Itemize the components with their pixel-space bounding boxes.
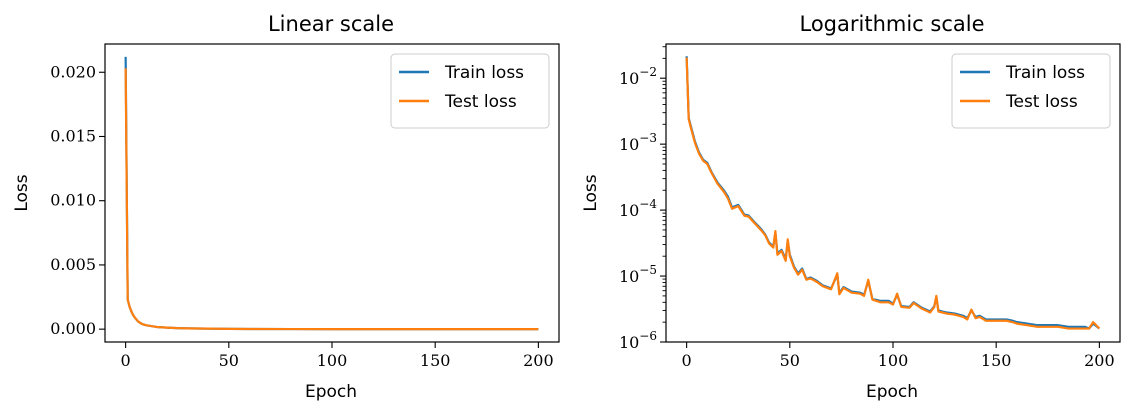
- y-tick-base: 10: [619, 333, 639, 352]
- y-tick-base: 10: [619, 69, 639, 88]
- chart-linear: Linear scale Epoch Loss 0 50 100 150 200 0.00…: [12, 12, 560, 402]
- chart-title-log: Logarithmic scale: [799, 12, 984, 36]
- y-tick-exponent: −4: [639, 197, 657, 211]
- y-tick-base: 10: [619, 201, 639, 220]
- y-tick-label: 10−5: [619, 263, 657, 286]
- x-tick-label: 150: [420, 351, 451, 370]
- y-tick-label: 10−4: [619, 197, 657, 220]
- plot-area-linear: 0 50 100 150 200 0.000 0.005 0.010 0.015 0.020 Tra…: [50, 43, 560, 370]
- legend: [951, 53, 1111, 129]
- y-axis-label-log: Loss: [581, 174, 601, 211]
- x-tick-label: 100: [878, 351, 909, 370]
- chart-log: Logarithmic scale Epoch Loss 0 50 100 150 20…: [581, 12, 1121, 402]
- y-tick-label: 10−3: [619, 131, 657, 154]
- y-axis-label-linear: Loss: [12, 174, 32, 211]
- y-tick-label: 0.000: [50, 319, 96, 338]
- x-tick-label: 0: [121, 351, 131, 370]
- legend-label: Train loss: [444, 63, 524, 83]
- x-tick-label: 200: [523, 351, 554, 370]
- legend: [390, 53, 550, 129]
- series-line: [685, 57, 1101, 330]
- y-tick-label: 10−2: [619, 65, 657, 88]
- y-tick-label: 0.015: [50, 126, 96, 145]
- y-tick-label: 0.005: [50, 255, 96, 274]
- x-tick-label: 150: [981, 351, 1012, 370]
- axes-frame: [104, 43, 560, 343]
- y-tick-exponent: −6: [639, 329, 657, 343]
- legend-label: Test loss: [444, 92, 517, 112]
- y-tick-exponent: −5: [639, 263, 657, 277]
- y-tick-exponent: −3: [639, 131, 657, 145]
- series-line: [124, 68, 539, 331]
- y-tick-exponent: −2: [639, 65, 657, 79]
- legend-label: Test loss: [1005, 92, 1078, 112]
- axes-frame: [665, 43, 1121, 343]
- chart-title-linear: Linear scale: [268, 12, 394, 36]
- y-tick-label: 0.010: [50, 191, 96, 210]
- y-tick-base: 10: [619, 135, 639, 154]
- x-axis-label-linear: Epoch: [305, 382, 357, 402]
- x-tick-label: 50: [780, 351, 800, 370]
- x-tick-label: 50: [219, 351, 239, 370]
- x-tick-label: 200: [1084, 351, 1115, 370]
- x-tick-label: 0: [682, 351, 692, 370]
- x-tick-label: 100: [317, 351, 348, 370]
- y-tick-label: 0.020: [50, 62, 96, 81]
- x-axis-label-log: Epoch: [866, 382, 918, 402]
- y-tick-label: 10−6: [619, 329, 657, 352]
- y-tick-base: 10: [619, 267, 639, 286]
- legend-label: Train loss: [1005, 63, 1085, 83]
